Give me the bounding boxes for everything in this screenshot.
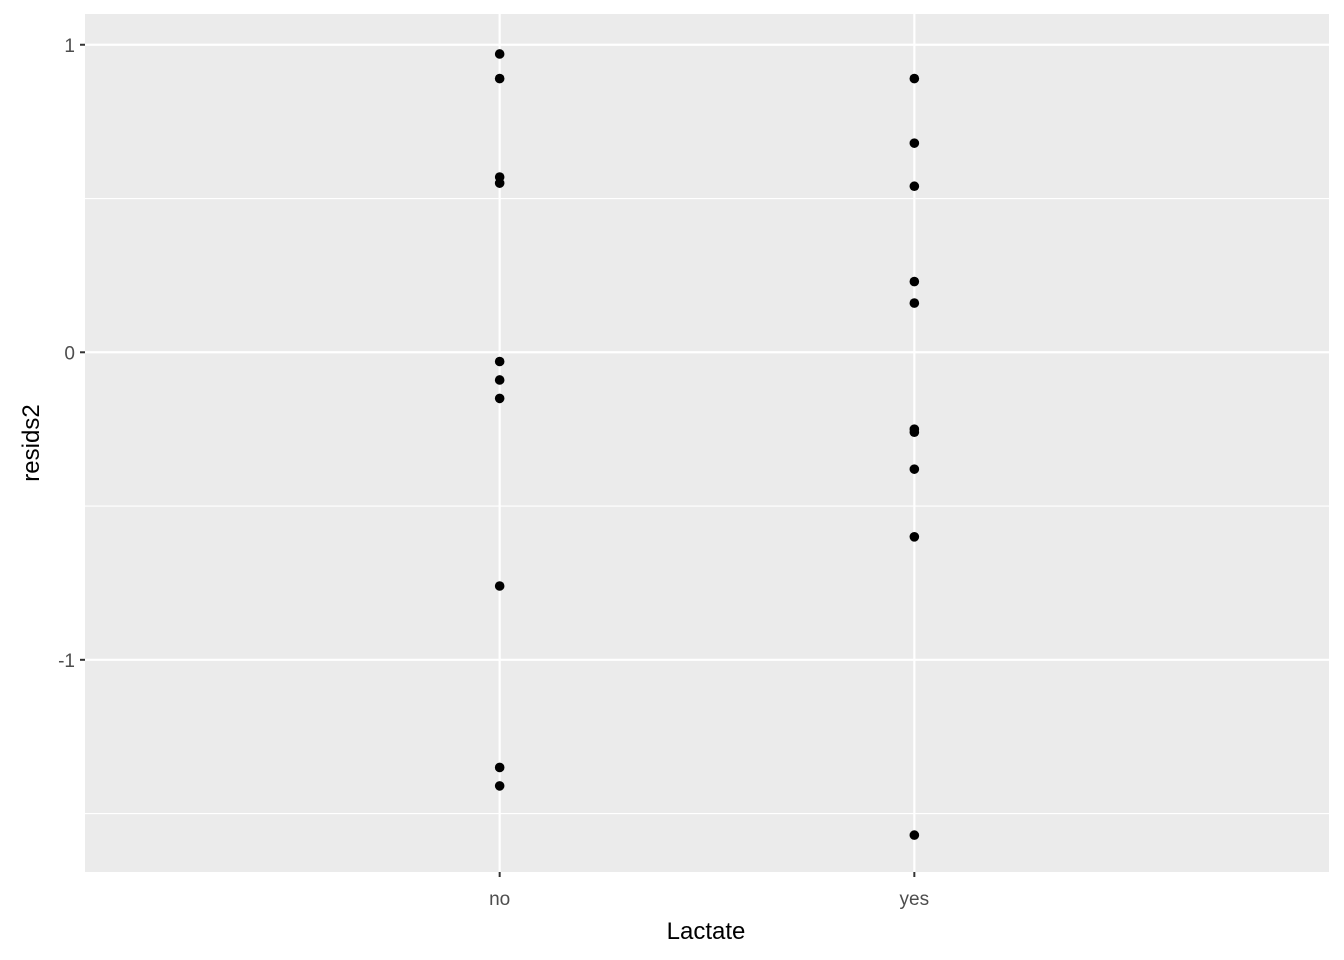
x-axis-title: Lactate: [667, 918, 746, 945]
data-points: [494, 49, 920, 840]
x-tick-label: yes: [900, 889, 930, 910]
data-point: [909, 427, 920, 438]
y-tick-label: 0: [64, 343, 75, 364]
data-point: [909, 298, 920, 308]
data-point: [494, 581, 505, 591]
data-point: [909, 73, 920, 84]
x-tick-label: no: [489, 889, 510, 910]
data-point: [909, 830, 920, 840]
data-point: [494, 393, 505, 404]
y-axis-title: resids2: [18, 404, 45, 481]
panel-background: [85, 14, 1329, 872]
data-point: [494, 356, 505, 367]
data-point: [909, 181, 920, 192]
y-tick-label: -1: [58, 651, 75, 672]
data-point: [909, 138, 920, 148]
data-point: [494, 178, 505, 188]
data-point: [909, 464, 920, 474]
y-tick-label: 1: [64, 36, 75, 57]
x-axis-ticks: no yes: [489, 872, 929, 910]
data-point: [494, 73, 505, 84]
y-axis-ticks: -1 0 1: [58, 36, 85, 672]
data-point: [909, 531, 920, 542]
minor-gridlines: [85, 197, 1329, 815]
major-gridlines: [85, 14, 1329, 872]
data-point: [909, 276, 920, 287]
data-point: [494, 762, 505, 773]
data-point: [494, 781, 505, 791]
data-point: [494, 49, 505, 59]
data-point: [494, 375, 505, 385]
